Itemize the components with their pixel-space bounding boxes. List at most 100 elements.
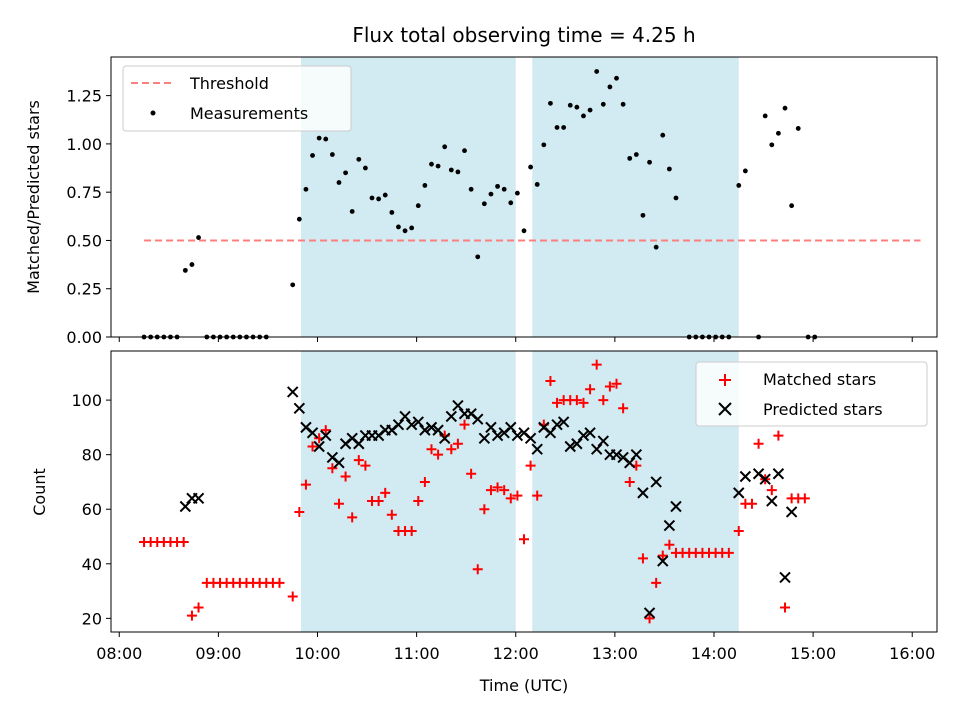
- measurement-point: [462, 148, 467, 154]
- matched-star-point: [733, 526, 744, 537]
- predicted-star-point: [630, 448, 643, 461]
- matched-star-point: [780, 602, 791, 613]
- predicted-star-point: [650, 476, 662, 488]
- measurement-point: [627, 155, 633, 161]
- predicted-star-point: [399, 410, 411, 423]
- measurement-point: [290, 282, 296, 288]
- time-x-tick-label: 14:00: [691, 644, 737, 663]
- matched-star-point: [287, 591, 298, 602]
- measurement-point: [769, 142, 775, 148]
- measurement-point: [633, 152, 639, 157]
- predicted-star-point: [739, 470, 752, 483]
- predicted-star-point: [544, 427, 557, 439]
- predicted-star-point: [511, 429, 524, 442]
- predicted-star-point: [551, 418, 563, 431]
- matched-star-point: [773, 430, 784, 441]
- matched-star-point: [333, 498, 344, 509]
- matched-star-point: [274, 577, 285, 588]
- count-y-axis-label: Count: [30, 468, 49, 516]
- matched-star-point: [413, 496, 424, 507]
- measurement-point: [422, 183, 428, 188]
- matched-star-point: [466, 468, 477, 479]
- matched-star-point: [446, 444, 457, 455]
- matched-star-point: [426, 444, 437, 455]
- measurement-point: [481, 201, 487, 207]
- predicted-star-point: [785, 506, 798, 518]
- ratio-y-tick-label: 0.75: [66, 183, 102, 202]
- measurement-point: [455, 169, 461, 175]
- predicted-star-point: [419, 424, 431, 436]
- measurement-point: [554, 125, 560, 130]
- measurement-point: [316, 135, 322, 141]
- matched-star-point: [552, 397, 563, 408]
- matched-star-point: [591, 359, 602, 370]
- predicted-star-point: [478, 432, 491, 445]
- count-y-tick-label: 60: [82, 500, 102, 519]
- matched-star-point: [380, 487, 391, 498]
- measurement-point: [435, 163, 441, 169]
- measurement-point: [574, 104, 580, 110]
- predicted-star-point: [524, 432, 537, 445]
- measurement-point: [356, 156, 362, 162]
- measurement-point: [389, 210, 395, 215]
- ratio-panel-frame: [110, 56, 938, 338]
- measurement-point: [581, 113, 586, 119]
- predicted-star-point: [779, 571, 791, 584]
- legend-measurement-swatch: [150, 110, 156, 116]
- measurement-point: [336, 180, 342, 185]
- count-y-tick-label: 80: [82, 446, 102, 465]
- predicted-star-point: [663, 519, 676, 532]
- ratio-legend: Threshold Measurements: [122, 65, 352, 132]
- matched-star-point: [525, 460, 536, 471]
- matched-star-point: [532, 490, 543, 501]
- predicted-star-point: [432, 424, 444, 436]
- predicted-star-point: [637, 487, 649, 499]
- predicted-star-point: [590, 443, 603, 455]
- measurement-point: [415, 203, 421, 209]
- measurement-point: [782, 105, 788, 111]
- predicted-star-point: [491, 429, 504, 442]
- predicted-star-point: [392, 418, 405, 431]
- count-observing-window-1: [300, 351, 516, 632]
- measurement-point: [614, 75, 619, 81]
- measurement-point: [189, 262, 195, 267]
- measurement-point: [310, 153, 315, 158]
- measurement-point: [548, 100, 553, 106]
- matched-star-point: [598, 395, 609, 406]
- count-y-tick-label: 100: [71, 391, 102, 410]
- measurement-point: [561, 125, 567, 130]
- measurement-point: [296, 216, 302, 222]
- matched-star-point: [505, 493, 516, 504]
- time-x-tick-label: 15:00: [790, 644, 836, 663]
- predicted-star-point: [438, 432, 451, 445]
- matched-star-point: [799, 493, 810, 504]
- predicted-star-point: [657, 555, 669, 567]
- ratio-y-axis-label: Matched/Predicted stars: [24, 100, 43, 294]
- matched-star-point: [479, 504, 490, 515]
- measurement-point: [382, 192, 388, 198]
- matched-star-point: [611, 378, 622, 389]
- measurement-point: [640, 212, 646, 218]
- ratio-y-tick-label: 0.50: [66, 231, 102, 250]
- predicted-star-point: [531, 443, 543, 455]
- time-x-tick-label: 13:00: [592, 644, 638, 663]
- predicted-star-point: [452, 399, 464, 412]
- measurement-point: [600, 101, 606, 107]
- predicted-star-point: [597, 435, 610, 447]
- predicted-star-point: [320, 429, 332, 442]
- measurement-point: [488, 191, 494, 197]
- count-panel-frame: [110, 350, 938, 633]
- predicted-star-point: [425, 421, 438, 434]
- measurement-point: [329, 152, 335, 157]
- measurement-point: [666, 166, 672, 172]
- matched-star-point: [353, 455, 364, 466]
- measurement-point: [196, 235, 201, 240]
- legend-predicted-label: Predicted stars: [763, 400, 883, 419]
- predicted-star-point: [485, 421, 497, 434]
- matched-star-point: [571, 395, 582, 406]
- matched-star-point: [340, 471, 351, 482]
- measurement-point: [508, 200, 514, 206]
- matched-star-point: [360, 460, 371, 471]
